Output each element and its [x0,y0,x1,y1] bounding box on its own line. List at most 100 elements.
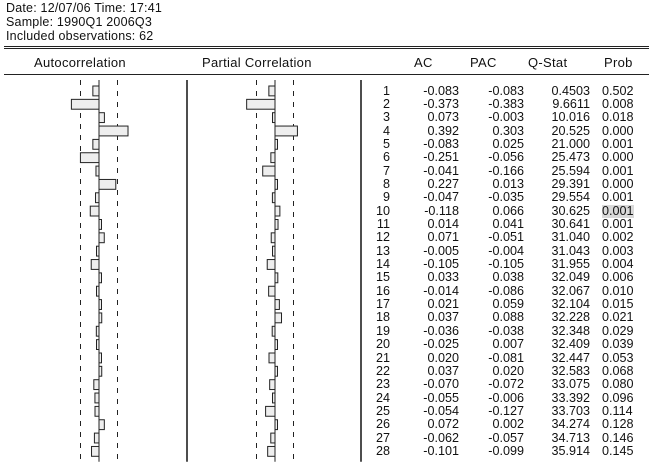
cell-prob: 0.003 [602,243,634,258]
cell-lag: 7 [382,163,390,178]
cell-prob: 0.021 [602,310,634,325]
cell-lag: 8 [382,176,390,191]
ac-bar [98,178,117,190]
pac-bar [267,445,276,457]
pac-bar [271,325,276,337]
ac-bar [92,85,100,97]
table-row: 8 0.227 0.013 29.391 0.000 [0,176,649,191]
cell-pac: -0.072 [488,377,524,392]
cell-prob: 0.029 [602,323,634,338]
cell-ac: 0.014 [427,217,459,231]
cell-qstat: 32.409 [551,337,590,352]
cell-lag: 9 [382,190,390,205]
cell-ac: -0.118 [424,203,459,218]
cell-prob: 0.001 [602,190,634,205]
header-rule [4,74,649,75]
ac-bar [98,232,105,244]
pac-bar [246,98,276,110]
cell-ac: -0.055 [423,390,459,405]
column-header-qstat: Q-Stat [528,55,568,70]
table-row: 6 -0.251 -0.056 25.473 0.000 [0,151,649,164]
cell-prob: 0.001 [602,136,634,151]
cell-ac: -0.083 [423,83,459,98]
ac-bar [94,392,100,404]
cell-lag: 10 [375,203,390,218]
table-row: 23 -0.070 -0.072 33.075 0.080 [0,378,649,391]
pac-bar [265,405,276,417]
cell-pac: 0.059 [492,297,524,312]
cell-pac: -0.105 [488,257,524,272]
cell-prob: 0.068 [602,363,634,378]
table-row: 17 0.021 0.059 32.104 0.015 [0,298,649,311]
table-row: 11 0.014 0.041 30.641 0.001 [0,218,649,231]
table-row: 28 -0.101 -0.099 35.914 0.145 [0,443,649,458]
cell-lag: 18 [375,310,390,325]
cell-qstat: 34.274 [551,417,590,432]
ac-bar [98,312,103,324]
cell-pac: 0.025 [492,136,524,151]
cell-qstat: 33.703 [551,403,590,418]
pac-bar [274,138,278,150]
cell-prob: 0.128 [602,417,634,432]
cell-prob: 0.000 [602,150,634,165]
pac-bar [269,379,276,391]
table-row: 20 -0.025 0.007 32.409 0.039 [0,338,649,351]
cell-lag: 14 [375,257,390,272]
cell-ac: 0.072 [427,417,459,432]
cell-ac: 0.227 [427,176,459,191]
cell-pac: -0.006 [488,390,524,405]
cell-pac: -0.099 [488,443,524,458]
pac-bar [274,365,278,377]
cell-lag: 5 [382,136,390,151]
header-info: Date: 12/07/06 Time: 17:41 Sample: 1990Q… [6,1,162,43]
cell-pac: 0.303 [492,123,524,138]
cell-prob: 0.053 [602,350,634,365]
table-row: 24 -0.055 -0.006 33.392 0.096 [0,390,649,405]
cell-lag: 20 [375,337,390,352]
cell-ac: -0.373 [423,96,459,111]
cell-lag: 3 [382,110,390,125]
pac-bar [274,339,278,350]
ac-bar [94,405,100,417]
cell-qstat: 31.043 [551,243,590,258]
pac-bar [274,205,281,217]
cell-prob: 0.039 [602,337,634,352]
cell-ac: -0.014 [423,283,459,298]
table-row: 25 -0.054 -0.127 33.703 0.114 [0,403,649,418]
ac-bar [96,339,100,350]
ac-bar [98,112,105,124]
ac-bar [95,325,100,337]
cell-ac: -0.054 [423,403,459,418]
ac-bar [98,272,102,284]
cell-lag: 21 [375,350,390,365]
cell-pac: -0.083 [488,83,524,98]
cell-qstat: 35.914 [551,443,590,458]
cell-pac: -0.166 [488,163,524,178]
ac-bar [93,432,100,444]
cell-lag: 4 [382,123,390,138]
cell-lag: 1 [382,83,390,98]
table-row: 4 0.392 0.303 20.525 0.000 [0,123,649,138]
pac-bar [274,178,278,190]
table-row: 3 0.073 -0.003 10.016 0.018 [0,111,649,124]
ac-bar [98,125,129,137]
cell-pac: 0.038 [492,270,524,285]
ac-bar [98,365,103,377]
pac-bar [271,192,276,204]
ac-bar [79,152,100,164]
cell-ac: 0.021 [427,297,459,312]
cell-pac: -0.081 [488,350,524,365]
header-sample: Sample: 1990Q1 2006Q3 [6,15,152,29]
table-row: 22 0.037 0.020 32.583 0.068 [0,363,649,378]
cell-lag: 11 [376,217,390,231]
cell-qstat: 32.228 [551,310,590,325]
cell-pac: 0.013 [492,176,524,191]
cell-ac: 0.071 [427,230,459,245]
table-row: 5 -0.083 0.025 21.000 0.001 [0,136,649,151]
cell-prob: 0.006 [602,270,634,285]
table-row: 1 -0.083 -0.083 0.4503 0.502 [0,83,649,98]
ac-bar [70,98,100,110]
cell-lag: 27 [375,430,390,445]
cell-prob: 0.002 [602,230,634,245]
